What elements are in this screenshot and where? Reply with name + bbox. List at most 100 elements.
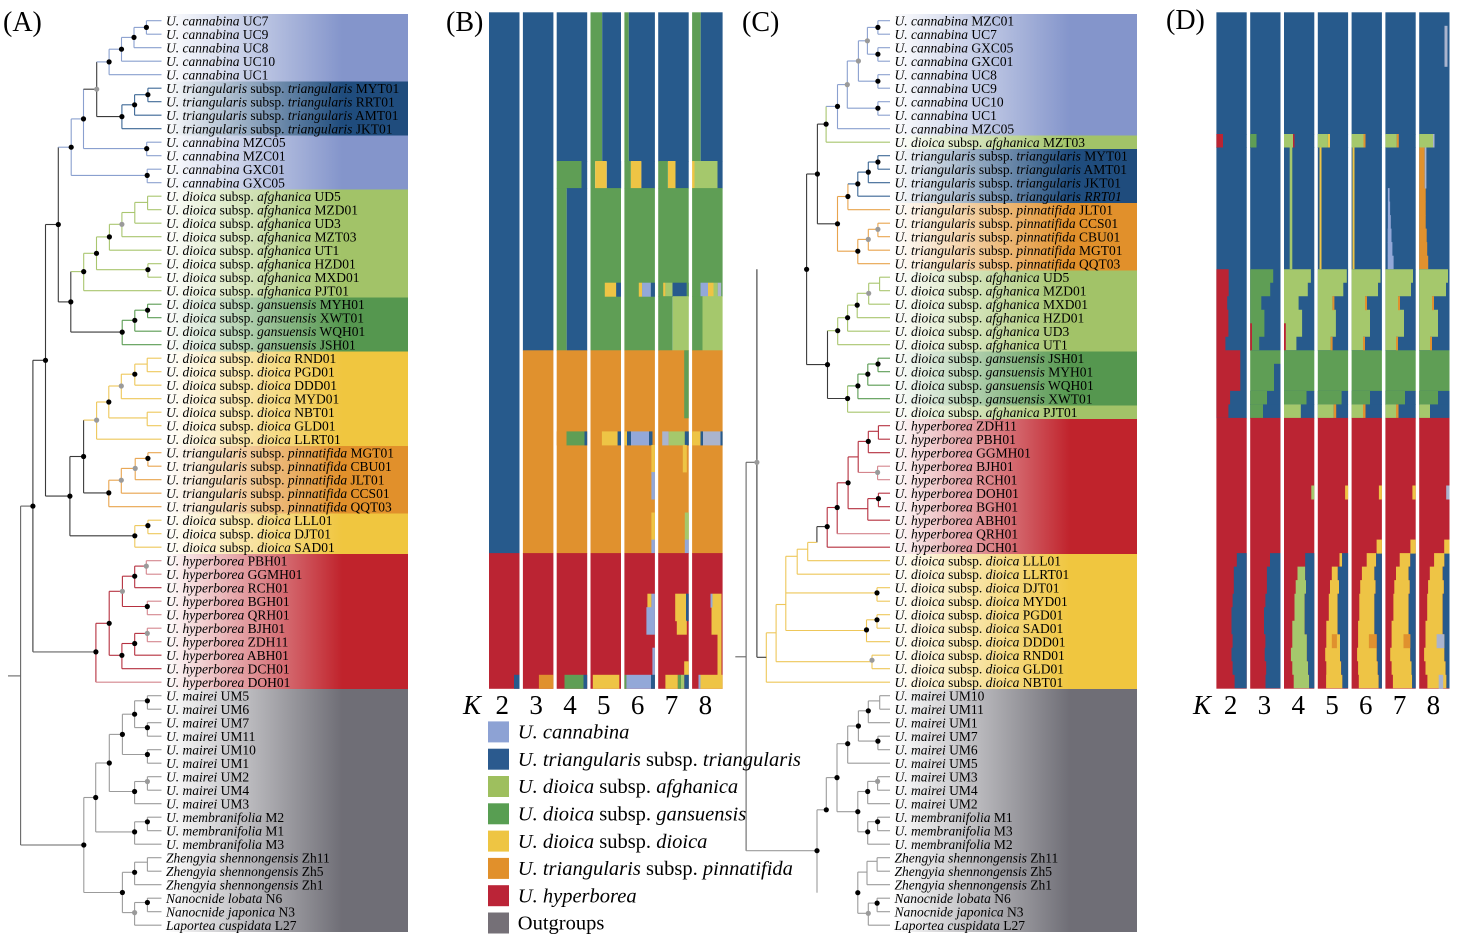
svg-text:U. dioica subsp. gansuensis XW: U. dioica subsp. gansuensis XWT01 bbox=[895, 391, 1093, 406]
svg-text:4: 4 bbox=[563, 690, 577, 720]
svg-text:U. triangularis subsp. triangu: U. triangularis subsp. triangularis AMT0… bbox=[895, 162, 1128, 177]
svg-text:5: 5 bbox=[597, 690, 611, 720]
svg-text:U. cannabina MZC01: U. cannabina MZC01 bbox=[166, 148, 286, 163]
svg-text:U. triangularis subsp. triangu: U. triangularis subsp. triangularis bbox=[518, 749, 801, 771]
svg-text:U. cannabina GXC01: U. cannabina GXC01 bbox=[166, 162, 285, 177]
svg-text:U. dioica subsp. dioica GLD01: U. dioica subsp. dioica GLD01 bbox=[895, 661, 1065, 676]
svg-text:U. cannabina MZC05: U. cannabina MZC05 bbox=[895, 121, 1015, 136]
svg-text:U. membranifolia M1: U. membranifolia M1 bbox=[895, 810, 1013, 825]
svg-text:Nanocnide lobata N6: Nanocnide lobata N6 bbox=[894, 891, 1011, 906]
svg-text:Zhengyia shennongensis Zh1: Zhengyia shennongensis Zh1 bbox=[166, 877, 324, 892]
svg-text:6: 6 bbox=[1359, 690, 1373, 720]
svg-text:U. dioica subsp. dioica SAD01: U. dioica subsp. dioica SAD01 bbox=[166, 540, 335, 555]
svg-text:6: 6 bbox=[631, 690, 645, 720]
svg-text:Zhengyia shennongensis Zh1: Zhengyia shennongensis Zh1 bbox=[895, 877, 1053, 892]
svg-text:Outgroups: Outgroups bbox=[518, 913, 605, 934]
svg-text:U. dioica subsp. dioica: U. dioica subsp. dioica bbox=[518, 831, 708, 853]
svg-text:U. dioica subsp. afghanica PJT: U. dioica subsp. afghanica PJT01 bbox=[166, 283, 349, 298]
svg-text:U. dioica subsp. dioica GLD01: U. dioica subsp. dioica GLD01 bbox=[166, 418, 336, 433]
svg-text:U. cannabina UC1: U. cannabina UC1 bbox=[895, 108, 997, 123]
svg-text:U. hyperborea BGH01: U. hyperborea BGH01 bbox=[895, 499, 1019, 514]
svg-text:U. dioica subsp. dioica DJT01: U. dioica subsp. dioica DJT01 bbox=[895, 580, 1060, 595]
svg-text:U. dioica subsp. afghanica MZT: U. dioica subsp. afghanica MZT03 bbox=[166, 229, 357, 244]
svg-text:U. mairei UM1: U. mairei UM1 bbox=[895, 715, 978, 730]
svg-text:7: 7 bbox=[665, 690, 679, 720]
svg-text:U. dioica subsp. dioica RND01: U. dioica subsp. dioica RND01 bbox=[895, 648, 1065, 663]
svg-text:Zhengyia shennongensis Zh11: Zhengyia shennongensis Zh11 bbox=[895, 850, 1059, 865]
svg-text:U. triangularis subsp. pinnati: U. triangularis subsp. pinnatifida QQT03 bbox=[166, 499, 392, 514]
svg-text:U. mairei UM10: U. mairei UM10 bbox=[895, 688, 985, 703]
svg-text:U. dioica subsp. afghanica MZD: U. dioica subsp. afghanica MZD01 bbox=[166, 202, 358, 217]
svg-text:4: 4 bbox=[1291, 690, 1305, 720]
svg-text:U. dioica subsp. afghanica MXD: U. dioica subsp. afghanica MXD01 bbox=[166, 270, 360, 285]
svg-text:(B): (B) bbox=[446, 7, 483, 38]
svg-text:U. mairei UM2: U. mairei UM2 bbox=[166, 769, 249, 784]
svg-text:U. dioica subsp. gansuensis MY: U. dioica subsp. gansuensis MYH01 bbox=[166, 297, 365, 312]
svg-text:U. dioica subsp. dioica DDD01: U. dioica subsp. dioica DDD01 bbox=[895, 634, 1066, 649]
svg-text:U. mairei UM2: U. mairei UM2 bbox=[895, 796, 978, 811]
svg-text:Zhengyia shennongensis Zh5: Zhengyia shennongensis Zh5 bbox=[166, 864, 324, 879]
svg-text:U. dioica subsp. dioica LLRT01: U. dioica subsp. dioica LLRT01 bbox=[895, 567, 1070, 582]
svg-text:U. mairei UM4: U. mairei UM4 bbox=[895, 783, 978, 798]
svg-text:U. triangularis subsp. triangu: U. triangularis subsp. triangularis RRT0… bbox=[895, 189, 1122, 204]
svg-text:U. hyperborea QRH01: U. hyperborea QRH01 bbox=[895, 526, 1019, 541]
svg-text:U. hyperborea ABH01: U. hyperborea ABH01 bbox=[166, 648, 289, 663]
svg-text:U. hyperborea QRH01: U. hyperborea QRH01 bbox=[166, 607, 290, 622]
svg-text:U. hyperborea RCH01: U. hyperborea RCH01 bbox=[166, 580, 289, 595]
svg-text:U. mairei UM6: U. mairei UM6 bbox=[895, 742, 978, 757]
svg-text:U. cannabina UC7: U. cannabina UC7 bbox=[895, 27, 998, 42]
svg-text:U. mairei UM7: U. mairei UM7 bbox=[895, 729, 978, 744]
svg-text:U. cannabina MZC05: U. cannabina MZC05 bbox=[166, 135, 286, 150]
svg-text:U. triangularis subsp. triangu: U. triangularis subsp. triangularis JKT0… bbox=[166, 121, 393, 136]
svg-text:Nanocnide lobata N6: Nanocnide lobata N6 bbox=[165, 891, 282, 906]
svg-text:U. dioica subsp. afghanica HZD: U. dioica subsp. afghanica HZD01 bbox=[895, 310, 1085, 325]
svg-text:U. triangularis subsp. pinnati: U. triangularis subsp. pinnatifida CCS01 bbox=[895, 216, 1119, 231]
svg-text:U. hyperborea ZDH11: U. hyperborea ZDH11 bbox=[895, 418, 1017, 433]
svg-text:U. mairei UM3: U. mairei UM3 bbox=[166, 796, 249, 811]
svg-text:U. dioica subsp. afghanica HZD: U. dioica subsp. afghanica HZD01 bbox=[166, 256, 356, 271]
svg-text:U. dioica subsp. afghanica: U. dioica subsp. afghanica bbox=[518, 776, 738, 798]
svg-text:U. cannabina UC9: U. cannabina UC9 bbox=[895, 81, 998, 96]
svg-text:U. hyperborea BGH01: U. hyperborea BGH01 bbox=[166, 594, 290, 609]
svg-text:U. mairei UM6: U. mairei UM6 bbox=[166, 702, 249, 717]
svg-text:U. mairei UM4: U. mairei UM4 bbox=[166, 783, 249, 798]
svg-text:U. cannabina UC7: U. cannabina UC7 bbox=[166, 13, 269, 28]
svg-text:U. cannabina: U. cannabina bbox=[518, 722, 630, 744]
svg-text:U. dioica subsp. dioica LLRT01: U. dioica subsp. dioica LLRT01 bbox=[166, 432, 341, 447]
svg-text:U. dioica subsp. afghanica MZT: U. dioica subsp. afghanica MZT03 bbox=[895, 135, 1086, 150]
svg-text:U. hyperborea DOH01: U. hyperborea DOH01 bbox=[166, 675, 290, 690]
svg-text:U. mairei UM10: U. mairei UM10 bbox=[166, 742, 256, 757]
svg-text:U. dioica subsp. dioica NBT01: U. dioica subsp. dioica NBT01 bbox=[895, 675, 1064, 690]
svg-text:Zhengyia shennongensis Zh11: Zhengyia shennongensis Zh11 bbox=[166, 850, 330, 865]
svg-text:U. hyperborea: U. hyperborea bbox=[518, 885, 637, 907]
svg-text:U. membranifolia M3: U. membranifolia M3 bbox=[895, 823, 1013, 838]
svg-text:7: 7 bbox=[1393, 690, 1407, 720]
svg-text:U. cannabina GXC01: U. cannabina GXC01 bbox=[895, 54, 1014, 69]
svg-text:U. dioica subsp. dioica MYD01: U. dioica subsp. dioica MYD01 bbox=[166, 391, 339, 406]
svg-text:U. mairei UM5: U. mairei UM5 bbox=[166, 688, 249, 703]
svg-text:U. mairei UM11: U. mairei UM11 bbox=[166, 729, 255, 744]
svg-text:U. hyperborea PBH01: U. hyperborea PBH01 bbox=[166, 553, 287, 568]
svg-text:U. hyperborea BJH01: U. hyperborea BJH01 bbox=[166, 621, 285, 636]
svg-text:U. cannabina UC8: U. cannabina UC8 bbox=[895, 67, 998, 82]
svg-text:2: 2 bbox=[1224, 690, 1238, 720]
svg-text:U. triangularis subsp. triangu: U. triangularis subsp. triangularis MYT0… bbox=[166, 81, 399, 96]
svg-text:U. triangularis subsp. triangu: U. triangularis subsp. triangularis JKT0… bbox=[895, 175, 1122, 190]
svg-text:U. dioica subsp. dioica DJT01: U. dioica subsp. dioica DJT01 bbox=[166, 526, 331, 541]
svg-text:U. triangularis subsp. pinnati: U. triangularis subsp. pinnatifida MGT01 bbox=[895, 243, 1123, 258]
svg-text:U. membranifolia M2: U. membranifolia M2 bbox=[895, 837, 1013, 852]
svg-text:U. mairei UM7: U. mairei UM7 bbox=[166, 715, 249, 730]
svg-text:U. dioica subsp. afghanica PJT: U. dioica subsp. afghanica PJT01 bbox=[895, 405, 1078, 420]
svg-text:U. dioica subsp. dioica NBT01: U. dioica subsp. dioica NBT01 bbox=[166, 405, 335, 420]
svg-text:Nanocnide japonica N3: Nanocnide japonica N3 bbox=[894, 904, 1024, 919]
svg-text:U. dioica subsp. gansuensis MY: U. dioica subsp. gansuensis MYH01 bbox=[895, 364, 1094, 379]
svg-text:U. cannabina GXC05: U. cannabina GXC05 bbox=[895, 40, 1014, 55]
svg-text:U. triangularis subsp. pinnati: U. triangularis subsp. pinnatifida bbox=[518, 858, 793, 880]
svg-text:U. hyperborea GGMH01: U. hyperborea GGMH01 bbox=[895, 445, 1031, 460]
svg-text:2: 2 bbox=[495, 690, 509, 720]
svg-text:U. dioica subsp. gansuensis JS: U. dioica subsp. gansuensis JSH01 bbox=[166, 337, 356, 352]
svg-text:U. triangularis subsp. pinnati: U. triangularis subsp. pinnatifida CBU01 bbox=[895, 229, 1121, 244]
svg-text:U. cannabina UC1: U. cannabina UC1 bbox=[166, 67, 268, 82]
svg-text:U. dioica subsp. afghanica UD5: U. dioica subsp. afghanica UD5 bbox=[895, 270, 1070, 285]
svg-text:U. cannabina GXC05: U. cannabina GXC05 bbox=[166, 175, 285, 190]
